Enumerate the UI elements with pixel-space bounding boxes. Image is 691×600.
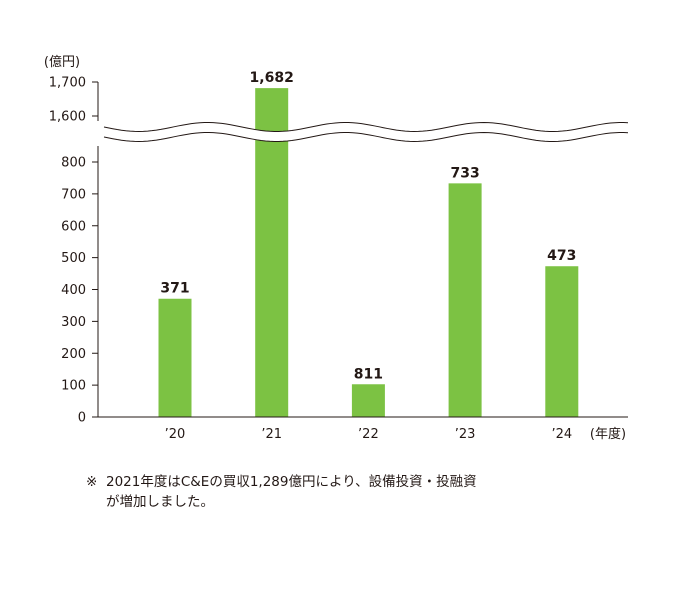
y-axis-ticks: 0 100 200 300 400 500 600 700 800 1,600 1,700 — [49, 76, 99, 426]
bar — [448, 183, 482, 417]
data-label: 811 — [354, 366, 383, 382]
note-line-2: が増加しました。 — [106, 494, 214, 510]
y-tick-label: 600 — [61, 219, 86, 234]
y-tick-label: 0 — [78, 411, 86, 426]
data-label: 371 — [160, 281, 189, 297]
y-unit-label: (億円) — [44, 54, 80, 70]
note-line-1: 2021年度はC&Eの買収1,289億円により、設備投資・投融資 — [106, 474, 477, 490]
data-labels: 371 1,682 811 733 473 — [160, 70, 576, 382]
data-label: 473 — [547, 248, 576, 264]
break-line-lower — [103, 131, 629, 143]
y-tick-label: 200 — [61, 347, 86, 362]
x-unit-label: (年度) — [590, 426, 626, 442]
bar — [255, 88, 289, 418]
break-line-upper — [103, 121, 629, 133]
bar-chart: 0 100 200 300 400 500 600 700 800 1,600 1,700 371 1… — [44, 54, 629, 442]
footnote: ※ 2021年度はC&Eの買収1,289億円により、設備投資・投融資 が増加しまし… — [86, 472, 477, 512]
y-tick-label: 300 — [61, 315, 86, 330]
y-tick-label: 1,600 — [49, 110, 86, 125]
y-tick-label: 800 — [61, 156, 86, 171]
y-tick-label: 100 — [61, 379, 86, 394]
axis-break — [103, 121, 629, 143]
x-tick-label: ’22 — [358, 427, 379, 442]
bars — [158, 88, 579, 418]
x-tick-label: ’24 — [551, 427, 572, 442]
y-tick-label: 1,700 — [49, 76, 86, 91]
x-tick-label: ’20 — [165, 427, 186, 442]
y-tick-label: 500 — [61, 251, 86, 266]
y-tick-label: 700 — [61, 187, 86, 202]
x-tick-label: ’23 — [455, 427, 476, 442]
bar — [545, 266, 579, 417]
data-label: 1,682 — [250, 70, 294, 86]
y-tick-label: 400 — [61, 283, 86, 298]
break-band — [104, 122, 628, 142]
bar — [158, 298, 192, 417]
x-axis-ticks: ’20 ’21 ’22 ’23 ’24 — [165, 427, 572, 442]
bar — [351, 384, 385, 417]
x-tick-label: ’21 — [261, 427, 282, 442]
note-mark: ※ — [86, 474, 98, 490]
data-label: 733 — [450, 165, 479, 181]
